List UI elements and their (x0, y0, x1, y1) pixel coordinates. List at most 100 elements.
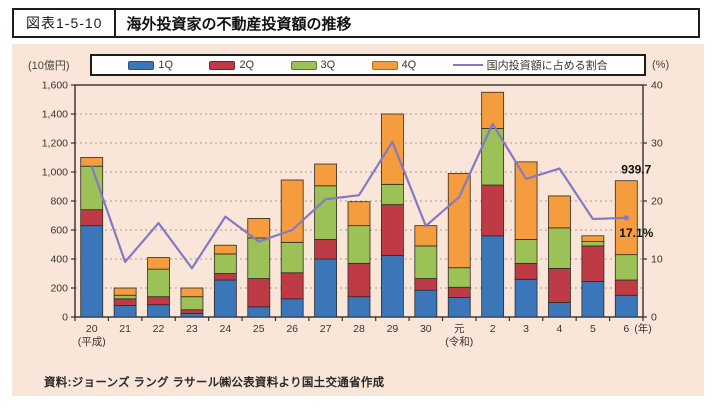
x-axis-label: 5 (590, 323, 596, 335)
bar-segment-4Q-27 (314, 163, 337, 187)
chart-panel: (10億円) 1Q 2Q 3Q 4Q 国内投資額に占める割合 (%) 0 200 400 60… (12, 44, 704, 396)
bar-segment-2Q-30 (414, 278, 438, 291)
bar-segment-1Q-24 (213, 279, 237, 318)
bar-segment-4Q-23 (180, 287, 204, 298)
bar-segment-4Q-21 (113, 287, 137, 296)
bar-segment-3Q-元 (447, 267, 471, 288)
bar-segment-4Q-4 (548, 195, 571, 229)
bar-segment-1Q-6 (614, 294, 638, 318)
bar-segment-1Q-28 (347, 296, 371, 318)
bar-segment-3Q-4 (548, 227, 571, 269)
ratio-line-endpoint (623, 215, 629, 221)
bar-segment-2Q-6 (614, 279, 638, 296)
bar-segment-1Q-22 (147, 304, 170, 318)
bar-segment-1Q-23 (180, 312, 204, 318)
right-axis-label: 0 (651, 312, 657, 324)
bar-segment-4Q-3 (514, 161, 538, 240)
bar-segment-1Q-21 (113, 304, 137, 318)
bar-segment-3Q-5 (581, 241, 605, 247)
bar-segment-3Q-3 (514, 239, 538, 264)
legend-swatch-1Q (128, 60, 155, 70)
legend-label: 国内投資額に占める割合 (486, 60, 608, 72)
legend-item-2Q: 2Q (209, 59, 254, 71)
bar-segment-1Q-2 (481, 235, 505, 318)
bar-segment-4Q-2 (481, 91, 505, 129)
bar-segment-4Q-24 (213, 244, 237, 255)
chart-legend: 1Q 2Q 3Q 4Q 国内投資額に占める割合 (90, 54, 646, 76)
bar-segment-1Q-30 (414, 289, 438, 318)
bar-segment-2Q-26 (280, 272, 304, 300)
bar-segment-4Q-25 (247, 217, 271, 239)
bar-segment-2Q-21 (113, 298, 137, 306)
ratio-line (90, 122, 628, 270)
legend-item-1Q: 1Q (128, 59, 173, 71)
x-axis-label: 25 (253, 323, 265, 335)
title-divider (114, 10, 117, 36)
bar-segment-4Q-30 (414, 225, 438, 247)
legend-label: 2Q (239, 59, 255, 71)
bar-segment-2Q-28 (347, 262, 371, 298)
bar-segment-1Q-5 (581, 281, 605, 318)
x-axis-label: 2 (490, 323, 496, 335)
left-axis-unit-label: (10億円) (28, 60, 70, 72)
left-axis-label: 200 (50, 283, 68, 295)
bar-segment-1Q-4 (548, 302, 571, 318)
legend-line-sample (452, 64, 483, 66)
bar-segment-2Q-3 (514, 262, 538, 280)
bar-segment-1Q-元 (447, 297, 471, 318)
right-axis-label: 20 (651, 196, 663, 208)
bar-segment-4Q-20 (80, 157, 104, 167)
combo-chart: 0 200 400 600 800 1,000 1,200 1,400 1,600 0 10 20 30… (42, 80, 663, 349)
left-axis-label: 1,400 (42, 109, 68, 121)
right-axis-label: 30 (651, 138, 663, 150)
legend-swatch-2Q (209, 60, 236, 70)
bar-segment-3Q-21 (113, 294, 137, 300)
right-axis-label: 40 (651, 80, 663, 92)
x-axis-label: 4 (557, 323, 563, 335)
right-axis-label: 10 (651, 254, 663, 266)
legend-label: 3Q (320, 59, 336, 71)
x-axis-label: 23 (186, 323, 198, 335)
bar-segment-2Q-22 (147, 296, 170, 306)
bar-segment-2Q-元 (447, 286, 471, 298)
bar-segment-4Q-5 (581, 235, 605, 243)
bar-segment-1Q-20 (80, 225, 104, 318)
x-axis-label: 20 (86, 323, 98, 335)
bar-segment-2Q-2 (481, 184, 505, 237)
left-axis-label: 1,200 (42, 138, 68, 150)
annotation-17.1%: 17.1% (619, 226, 653, 240)
figure-number-label: 図表1-5-10 (26, 15, 103, 31)
figure-title-bar: 図表1-5-10 海外投資家の不動産投資額の推移 (12, 8, 700, 38)
left-axis-label: 1,600 (42, 80, 68, 92)
x-axis-label: 6 (623, 323, 629, 335)
bar-segment-2Q-5 (581, 245, 605, 282)
legend-label: 1Q (158, 59, 174, 71)
bar-segment-3Q-24 (213, 253, 237, 274)
bar-segment-2Q-4 (548, 268, 571, 303)
bar-segment-3Q-30 (414, 245, 438, 279)
bar-segment-1Q-27 (314, 258, 337, 318)
x-axis-label: 30 (420, 323, 432, 335)
legend-item-3Q: 3Q (290, 59, 336, 71)
x-axis-unit-suffix: (年) (634, 322, 652, 335)
bar-segment-3Q-28 (347, 225, 371, 264)
x-axis-label: 元 (454, 323, 465, 335)
bar-segment-4Q-26 (280, 179, 304, 243)
bar-segment-3Q-29 (381, 183, 404, 206)
bar-segment-1Q-25 (247, 306, 271, 318)
left-axis-label: 800 (50, 196, 68, 208)
legend-item-line: 国内投資額に占める割合 (452, 57, 608, 73)
left-axis-label: 400 (50, 254, 68, 266)
right-axis-unit-label: (%) (652, 59, 670, 71)
x-axis-label: 27 (320, 323, 332, 335)
x-axis-label: 29 (387, 323, 399, 335)
bar-segment-3Q-22 (147, 268, 170, 298)
bar-segment-3Q-6 (614, 254, 638, 281)
left-axis-label: 1,000 (42, 167, 68, 179)
bar-segment-2Q-23 (180, 309, 204, 314)
legend-label: 4Q (401, 59, 417, 71)
bar-segment-2Q-20 (80, 209, 104, 227)
left-axis-label: 600 (50, 225, 68, 237)
legend-swatch-3Q (290, 60, 317, 70)
